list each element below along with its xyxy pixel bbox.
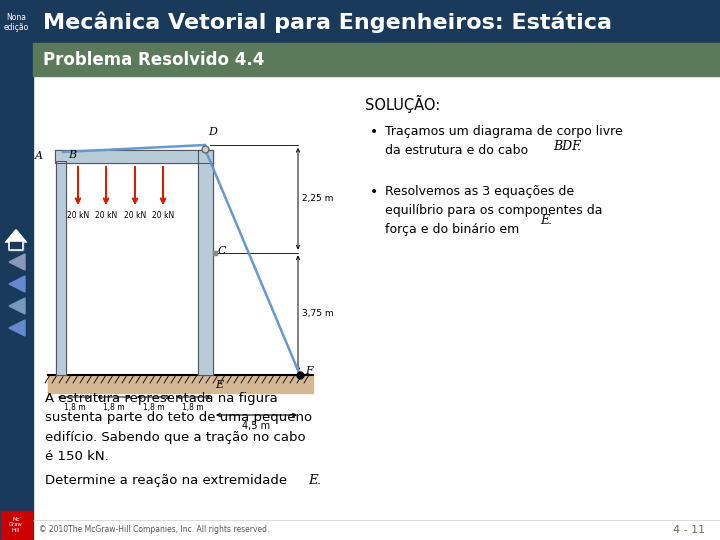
Bar (48, 375, 313, 393)
Text: A estrutura representada na figura
sustenta parte do teto de uma pequeno
edifíci: A estrutura representada na figura suste… (45, 392, 312, 463)
Polygon shape (9, 298, 25, 314)
Text: C: C (218, 246, 227, 255)
Polygon shape (6, 230, 26, 242)
Polygon shape (55, 150, 213, 163)
Text: 1,8 m: 1,8 m (64, 403, 86, 412)
Text: edição: edição (4, 23, 29, 32)
Text: 20 kN: 20 kN (152, 211, 174, 220)
Text: Nona: Nona (6, 13, 26, 22)
Text: 1,8 m: 1,8 m (182, 403, 204, 412)
Text: •: • (370, 185, 378, 199)
Text: Resolvemos as 3 equações de
equilíbrio para os componentes da
força e do binário: Resolvemos as 3 equações de equilíbrio p… (385, 185, 603, 236)
Polygon shape (9, 242, 23, 250)
Bar (33, 0, 720, 43)
Text: .: . (577, 139, 581, 152)
Text: 4,5 m: 4,5 m (243, 421, 271, 431)
Polygon shape (56, 161, 66, 375)
Text: •: • (370, 125, 378, 139)
Text: .: . (548, 214, 552, 227)
Text: A: A (35, 151, 43, 161)
Polygon shape (9, 276, 25, 292)
Text: Determine a reação na extremidade: Determine a reação na extremidade (45, 474, 292, 487)
Text: 20 kN: 20 kN (124, 211, 146, 220)
Bar (1, 511, 32, 539)
Bar (33, 76, 720, 540)
Text: 20 kN: 20 kN (95, 211, 117, 220)
Text: Traçamos um diagrama de corpo livre
da estrutura e do cabo: Traçamos um diagrama de corpo livre da e… (385, 125, 623, 157)
Polygon shape (9, 254, 25, 270)
Text: D: D (208, 127, 217, 137)
Polygon shape (9, 320, 25, 336)
Text: Mc
Graw
Hill: Mc Graw Hill (9, 517, 23, 533)
Text: 3,75 m: 3,75 m (302, 309, 333, 318)
Text: E: E (215, 380, 223, 390)
Text: 1,8 m: 1,8 m (104, 403, 125, 412)
Text: .: . (317, 474, 321, 487)
Text: 1,8 m: 1,8 m (143, 403, 165, 412)
Text: 20 kN: 20 kN (67, 211, 89, 220)
Text: 4 - 11: 4 - 11 (673, 525, 705, 535)
Text: © 2010The McGraw-Hill Companies, Inc. All rights reserved.: © 2010The McGraw-Hill Companies, Inc. Al… (39, 525, 269, 535)
Bar (33, 43, 720, 76)
Text: E: E (308, 474, 318, 487)
Text: SOLUÇÃO:: SOLUÇÃO: (365, 95, 440, 113)
Text: Mecânica Vetorial para Engenheiros: Estática: Mecânica Vetorial para Engenheiros: Está… (43, 11, 612, 33)
Text: BDF: BDF (553, 139, 581, 152)
Bar (0, 0, 33, 540)
Text: Problema Resolvido 4.4: Problema Resolvido 4.4 (43, 51, 264, 69)
Text: E: E (540, 214, 549, 227)
Text: 2,25 m: 2,25 m (302, 194, 333, 203)
Text: F: F (305, 366, 312, 376)
Text: B: B (68, 150, 76, 160)
Polygon shape (9, 242, 23, 250)
Polygon shape (198, 150, 213, 375)
